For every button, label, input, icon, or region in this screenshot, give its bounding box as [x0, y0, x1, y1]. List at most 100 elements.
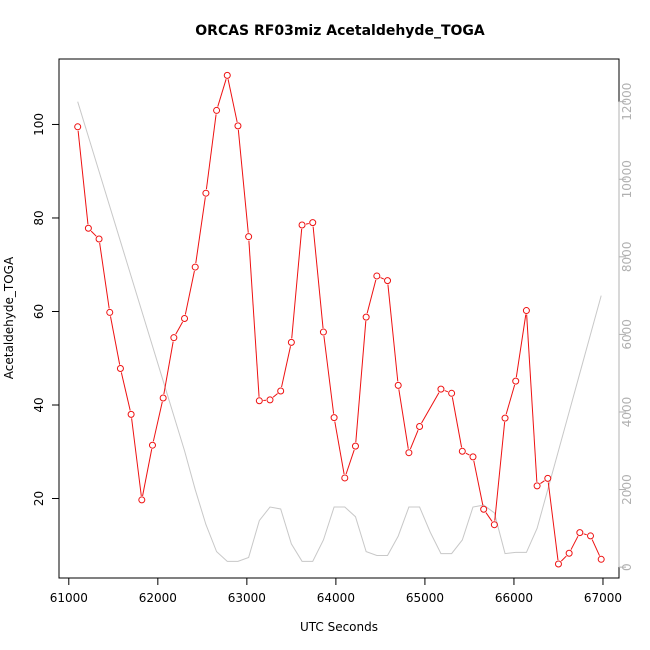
- data-point: [266, 396, 274, 404]
- data-point: [351, 442, 359, 450]
- series-segment: [90, 230, 97, 237]
- series-segment: [444, 390, 449, 393]
- data-point: [255, 397, 263, 405]
- y-axis-label: Acetaldehyde_TOGA: [2, 256, 16, 379]
- data-point: [287, 338, 295, 346]
- x-tick-label: 64000: [317, 591, 355, 605]
- x-tick-label: 66000: [495, 591, 533, 605]
- series-segment: [334, 421, 345, 475]
- series-segment: [591, 539, 600, 556]
- right-y-tick-label: 2000: [620, 474, 634, 505]
- secondary-series-group: [77, 101, 602, 562]
- data-point: [490, 521, 498, 529]
- data-point: [416, 423, 424, 431]
- chart-title: ORCAS RF03miz Acetaldehyde_TOGA: [195, 23, 485, 39]
- plot-frame: [58, 58, 620, 579]
- y-tick-label: 20: [32, 491, 46, 506]
- right-y-tick-label: 12000: [620, 83, 634, 121]
- data-point: [394, 381, 402, 389]
- series-segment: [291, 228, 303, 339]
- data-point: [106, 308, 114, 316]
- data-point: [384, 277, 392, 285]
- data-point: [213, 106, 221, 114]
- data-point: [298, 221, 306, 229]
- data-point: [138, 496, 146, 504]
- series-segment: [237, 129, 249, 233]
- primary-series-group: [74, 71, 605, 568]
- data-point: [341, 474, 349, 482]
- series-segment: [120, 372, 131, 411]
- right-y-tick-label: 0: [620, 563, 634, 571]
- data-point: [223, 71, 231, 79]
- series-segment: [570, 535, 579, 550]
- data-point: [170, 334, 178, 342]
- data-point: [159, 394, 167, 402]
- data-point: [277, 387, 285, 395]
- data-point: [202, 189, 210, 197]
- data-point: [458, 447, 466, 455]
- data-point: [148, 441, 156, 449]
- x-tick-label: 61000: [50, 591, 88, 605]
- series-segment: [398, 389, 409, 449]
- secondary-series-line: [77, 101, 602, 562]
- data-point: [362, 313, 370, 321]
- series-segment: [494, 422, 506, 521]
- right-y-tick-label: 10000: [620, 160, 634, 198]
- x-axis-label: UTC Seconds: [300, 620, 378, 634]
- series-segment: [99, 242, 110, 309]
- series-segment: [355, 321, 367, 443]
- series-segment: [77, 130, 89, 225]
- series-segment: [305, 223, 309, 225]
- series-segment: [163, 341, 174, 395]
- series-segment: [485, 512, 493, 522]
- right-y-tick-label: 4000: [620, 397, 634, 428]
- right-y-axis: 0 2000 4000 6000 8000 10000 12000: [618, 83, 634, 571]
- y-tick-label: 60: [32, 304, 46, 319]
- data-point: [84, 224, 92, 232]
- series-segment: [272, 393, 278, 398]
- series-segment: [345, 449, 355, 475]
- series-segment: [380, 277, 385, 280]
- series-segment: [281, 346, 291, 388]
- data-point: [576, 529, 584, 537]
- x-tick-label: 65000: [406, 591, 444, 605]
- data-point: [554, 560, 562, 568]
- series-segment: [366, 279, 377, 314]
- data-point: [127, 410, 135, 418]
- series-segment: [184, 270, 195, 315]
- series-segment: [175, 321, 184, 335]
- x-tick-label: 63000: [228, 591, 266, 605]
- y-axis: 20 40 60 80 100: [32, 113, 60, 506]
- data-point: [373, 272, 381, 280]
- series-segment: [540, 480, 545, 485]
- data-point: [448, 389, 456, 397]
- data-point: [405, 449, 413, 457]
- series-segment: [110, 316, 121, 365]
- series-segment: [465, 452, 470, 456]
- data-point: [309, 219, 317, 227]
- series-segment: [248, 240, 260, 397]
- x-tick-label: 67000: [584, 591, 622, 605]
- x-axis: 61000 62000 63000 64000 65000 66000 67000: [50, 577, 622, 605]
- data-point: [565, 549, 573, 557]
- series-segment: [205, 114, 217, 190]
- data-point: [522, 307, 530, 315]
- data-point: [74, 123, 82, 131]
- data-point: [512, 377, 520, 385]
- series-segment: [515, 314, 527, 378]
- data-point: [469, 453, 477, 461]
- series-segment: [526, 314, 538, 482]
- data-point: [597, 555, 605, 563]
- series-segment: [421, 392, 440, 424]
- data-point: [116, 365, 124, 373]
- series-segment: [142, 449, 153, 497]
- y-tick-label: 100: [32, 113, 46, 136]
- data-point: [319, 328, 327, 336]
- data-point: [191, 263, 199, 271]
- data-point: [480, 505, 488, 513]
- series-segment: [547, 482, 559, 561]
- series-segment: [505, 384, 516, 415]
- series-segment: [227, 79, 238, 123]
- series-segment: [560, 555, 567, 562]
